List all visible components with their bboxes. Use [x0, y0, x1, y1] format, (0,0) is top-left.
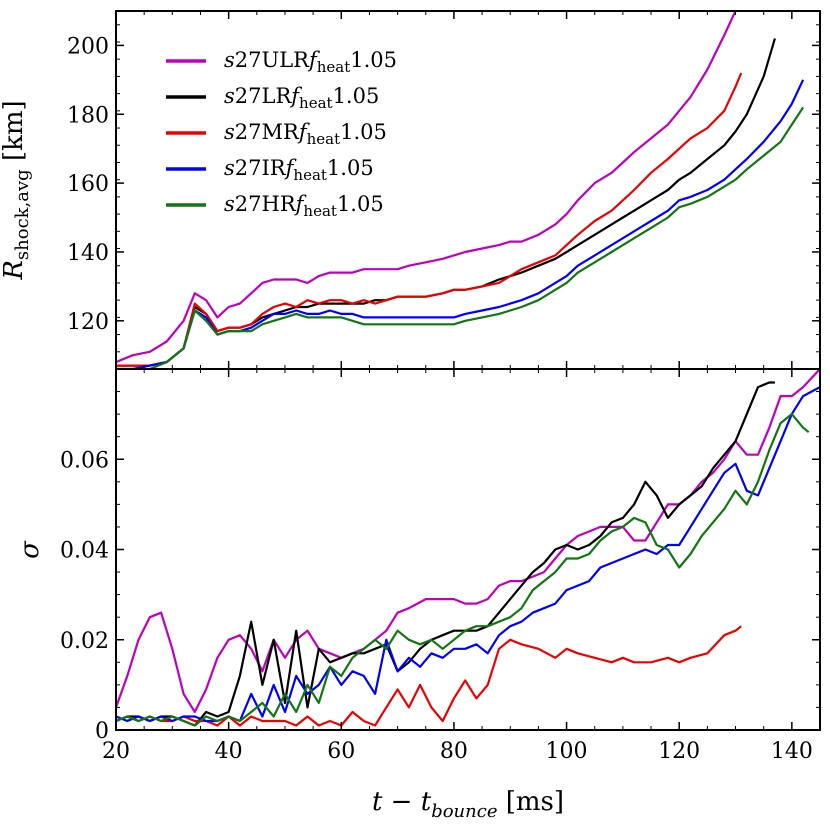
bottom-series-line-s27IR — [116, 386, 820, 723]
legend-label: s27IRfheat1.05 — [224, 156, 374, 184]
top-series-line-s27ULR — [116, 11, 737, 364]
bottom-series-lines — [116, 369, 820, 727]
legend: s27ULRfheat1.05 s27LRfheat1.05 s27MRfheat1… — [166, 48, 397, 220]
top-y-axis-label: Rshock,avg [km] — [0, 100, 33, 280]
y-tick-label: 200 — [67, 34, 109, 59]
legend-label: s27MRfheat1.05 — [224, 120, 387, 148]
bottom-x-axis-label: t − tbounce [ms] — [372, 787, 564, 822]
xlabel-main: t − t — [372, 787, 432, 817]
x-tick-label: 40 — [215, 739, 243, 764]
bottom-y-axis-label: σ — [15, 540, 45, 559]
legend-entry-s27LR: s27LRfheat1.05 — [166, 84, 379, 112]
top-axes: 120 140 160 180 200 — [67, 11, 821, 370]
y-tick-label: 180 — [67, 103, 109, 128]
y-tick-label: 0.04 — [60, 539, 109, 564]
y-tick-label: 120 — [67, 310, 109, 335]
x-tick-label: 20 — [102, 739, 130, 764]
y-tick-label: 160 — [67, 172, 109, 197]
top-series-line-s27IR — [116, 79, 805, 369]
top-panel-shock-radius: 120 140 160 180 200 s27ULRfheat1.05 s27LRfhea… — [67, 11, 821, 370]
top-plot-frame — [115, 10, 821, 370]
y-tick-label: 140 — [67, 241, 109, 266]
y-tick-label: 0.02 — [60, 629, 109, 654]
top-series-line-s27HR — [116, 106, 805, 369]
top-ylabel-main: R — [0, 260, 29, 281]
legend-entry-s27MR: s27MRfheat1.05 — [166, 120, 387, 148]
bottom-panel-sigma: 0 0.02 0.04 0.06 20 40 60 80 100 120 140 — [60, 368, 821, 764]
bottom-plot-frame — [115, 368, 821, 731]
bottom-series-line-s27LR — [116, 381, 775, 727]
x-tick-label: 60 — [327, 739, 355, 764]
top-series-lines — [116, 11, 805, 369]
legend-label: s27ULRfheat1.05 — [224, 48, 397, 76]
legend-entry-s27IR: s27IRfheat1.05 — [166, 156, 374, 184]
top-ylabel-sub: shock,avg — [12, 169, 33, 260]
legend-label: s27LRfheat1.05 — [224, 84, 379, 112]
bottom-series-line-s27HR — [116, 413, 810, 727]
y-tick-label: 0 — [95, 719, 109, 744]
legend-entry-s27ULR: s27ULRfheat1.05 — [166, 48, 397, 76]
xlabel-sub: bounce — [431, 801, 497, 822]
xlabel-unit: [ms] — [497, 787, 564, 817]
top-series-line-s27MR — [116, 72, 743, 367]
bottom-series-line-s27ULR — [116, 369, 820, 714]
top-ylabel-unit: [km] — [0, 100, 29, 169]
bottom-axes: 0 0.02 0.04 0.06 20 40 60 80 100 120 140 — [60, 368, 821, 764]
bottom-series-line-s27MR — [116, 625, 742, 727]
x-tick-label: 80 — [440, 739, 468, 764]
x-tick-label: 140 — [771, 739, 813, 764]
x-tick-label: 100 — [546, 739, 588, 764]
legend-entry-s27HR: s27HRfheat1.05 — [166, 192, 384, 220]
legend-label: s27HRfheat1.05 — [224, 192, 384, 220]
x-tick-label: 120 — [658, 739, 700, 764]
y-tick-label: 0.06 — [60, 448, 109, 473]
